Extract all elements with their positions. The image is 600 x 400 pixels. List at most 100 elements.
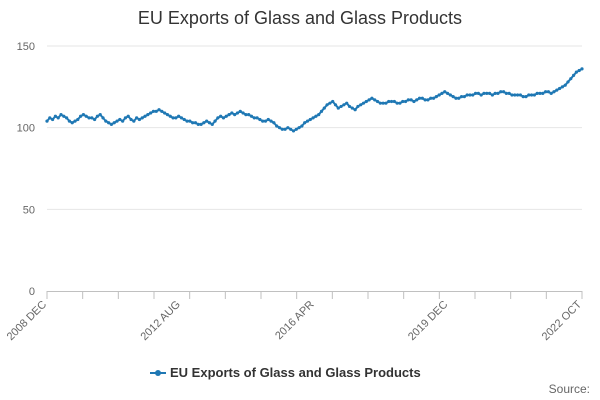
data-point[interactable] <box>62 114 66 118</box>
data-point[interactable] <box>247 113 251 117</box>
data-point[interactable] <box>485 91 489 95</box>
data-point[interactable] <box>423 98 427 102</box>
data-point[interactable] <box>560 85 564 89</box>
data-point[interactable] <box>387 99 391 104</box>
data-point[interactable] <box>524 95 528 99</box>
data-point[interactable] <box>479 93 483 97</box>
data-point[interactable] <box>501 90 506 94</box>
data-point[interactable] <box>535 91 539 95</box>
data-point[interactable] <box>395 101 399 105</box>
data-point[interactable] <box>487 91 492 95</box>
data-point[interactable] <box>577 68 581 73</box>
data-point[interactable] <box>289 127 293 131</box>
data-point[interactable] <box>322 106 326 110</box>
data-point[interactable] <box>261 119 265 123</box>
data-point[interactable] <box>177 114 181 118</box>
data-point[interactable] <box>314 114 318 118</box>
data-point[interactable] <box>51 117 55 122</box>
data-point[interactable] <box>563 83 567 87</box>
data-point[interactable] <box>219 114 223 118</box>
data-point[interactable] <box>129 117 133 122</box>
data-point[interactable] <box>549 91 553 95</box>
data-point[interactable] <box>252 116 256 120</box>
data-point[interactable] <box>286 126 290 130</box>
data-point[interactable] <box>401 99 405 104</box>
data-point[interactable] <box>493 91 497 95</box>
data-point[interactable] <box>557 86 562 91</box>
data-point[interactable] <box>490 93 494 97</box>
data-point[interactable] <box>84 114 88 118</box>
data-point[interactable] <box>389 99 394 104</box>
data-point[interactable] <box>462 95 466 99</box>
data-point[interactable] <box>350 106 354 110</box>
data-point[interactable] <box>527 93 531 97</box>
data-point[interactable] <box>546 90 550 94</box>
data-point[interactable] <box>552 90 556 94</box>
data-point[interactable] <box>132 119 136 123</box>
data-point[interactable] <box>168 114 172 118</box>
data-point[interactable] <box>221 116 226 120</box>
data-point[interactable] <box>283 127 287 131</box>
data-point[interactable] <box>347 104 352 109</box>
data-point[interactable] <box>353 108 357 112</box>
data-point[interactable] <box>448 93 452 97</box>
data-point[interactable] <box>437 93 441 97</box>
data-point[interactable] <box>115 119 119 123</box>
data-point[interactable] <box>224 114 228 118</box>
data-point[interactable] <box>538 91 542 95</box>
data-point[interactable] <box>171 116 175 120</box>
data-point[interactable] <box>188 119 192 123</box>
data-point[interactable] <box>356 104 360 109</box>
data-point[interactable] <box>328 101 332 105</box>
data-point[interactable] <box>244 113 248 117</box>
data-point[interactable] <box>370 96 374 100</box>
data-point[interactable] <box>541 91 545 95</box>
data-point[interactable] <box>345 101 349 105</box>
data-point[interactable] <box>179 116 184 120</box>
data-point[interactable] <box>412 99 416 104</box>
data-point[interactable] <box>73 119 77 123</box>
data-point[interactable] <box>566 80 570 84</box>
data-point[interactable] <box>367 98 371 102</box>
data-point[interactable] <box>454 96 458 100</box>
data-point[interactable] <box>104 119 108 123</box>
data-point[interactable] <box>213 119 217 123</box>
data-point[interactable] <box>431 96 436 100</box>
data-point[interactable] <box>532 93 536 97</box>
data-point[interactable] <box>297 126 301 130</box>
data-point[interactable] <box>445 91 450 95</box>
data-point[interactable] <box>359 103 363 107</box>
data-point[interactable] <box>87 116 91 120</box>
data-point[interactable] <box>580 67 584 71</box>
data-point[interactable] <box>93 117 97 122</box>
data-point[interactable] <box>79 114 83 118</box>
data-point[interactable] <box>235 111 240 115</box>
data-point[interactable] <box>255 116 259 120</box>
data-point[interactable] <box>165 113 170 117</box>
data-point[interactable] <box>202 121 206 125</box>
data-point[interactable] <box>409 98 413 102</box>
data-point[interactable] <box>230 111 234 115</box>
data-point[interactable] <box>451 95 455 99</box>
data-point[interactable] <box>300 124 304 128</box>
data-point[interactable] <box>440 91 444 95</box>
data-point[interactable] <box>216 116 220 120</box>
data-point[interactable] <box>471 93 475 97</box>
data-point[interactable] <box>443 90 447 94</box>
data-point[interactable] <box>518 93 522 97</box>
data-point[interactable] <box>126 114 130 118</box>
data-point[interactable] <box>305 119 310 123</box>
data-point[interactable] <box>196 122 200 126</box>
data-point[interactable] <box>98 113 102 117</box>
data-point[interactable] <box>569 77 573 81</box>
data-point[interactable] <box>182 117 186 122</box>
data-point[interactable] <box>280 127 284 131</box>
data-point[interactable] <box>137 117 142 122</box>
data-point[interactable] <box>48 116 52 120</box>
data-point[interactable] <box>65 116 69 120</box>
data-point[interactable] <box>417 96 422 100</box>
data-point[interactable] <box>473 91 478 95</box>
data-point[interactable] <box>109 122 114 126</box>
data-point[interactable] <box>468 93 472 97</box>
data-point[interactable] <box>205 119 209 123</box>
